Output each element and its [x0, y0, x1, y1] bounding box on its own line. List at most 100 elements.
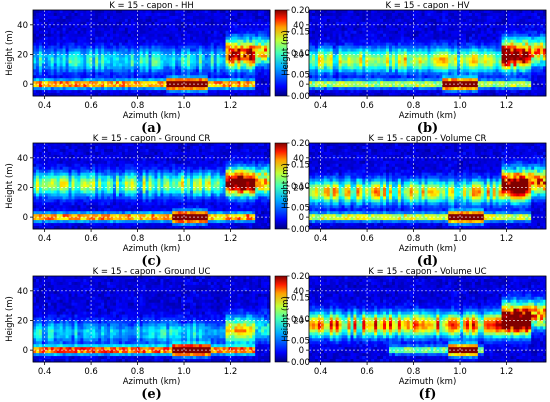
heatmap-cell	[258, 90, 262, 94]
heatmap-cell	[101, 78, 105, 82]
heatmap-cell	[457, 33, 461, 38]
heatmap-cell	[356, 18, 360, 23]
heatmap-cell	[80, 72, 84, 76]
heatmap-cell	[133, 81, 138, 85]
heatmap-cell	[41, 172, 46, 177]
heatmap-cell	[477, 15, 482, 20]
heatmap-cell	[504, 15, 508, 20]
heatmap-cell	[252, 51, 256, 55]
heatmap-cell	[95, 84, 99, 88]
heatmap-cell	[47, 66, 52, 70]
heatmap-cell	[246, 57, 250, 61]
heatmap-cell	[184, 10, 188, 14]
heatmap-cell	[522, 18, 526, 23]
heatmap-cell	[252, 36, 256, 41]
heatmap-cell	[246, 33, 250, 38]
heatmap-cell	[383, 93, 387, 97]
heatmap-cell	[309, 93, 313, 97]
heatmap-cell	[246, 12, 250, 17]
heatmap-cell	[540, 30, 544, 35]
heatmap-cell	[68, 84, 72, 88]
heatmap-cell	[115, 87, 120, 91]
heatmap-cell	[451, 84, 455, 88]
heatmap-cell	[38, 78, 43, 82]
heatmap-cell	[38, 39, 43, 44]
heatmap-cell	[350, 39, 354, 44]
heatmap-cell	[326, 15, 331, 20]
heatmap-cell	[525, 18, 529, 23]
heatmap-cell	[110, 48, 114, 52]
heatmap-cell	[255, 24, 259, 29]
heatmap-cell	[92, 36, 96, 41]
heatmap-cell	[317, 39, 322, 44]
heatmap-cell	[495, 93, 499, 97]
heatmap-cell	[210, 10, 215, 14]
heatmap-cell	[115, 15, 120, 20]
heatmap-cell	[468, 45, 473, 49]
heatmap-cell	[80, 36, 84, 41]
heatmap-cell	[53, 66, 58, 70]
heatmap-cell	[83, 51, 87, 55]
heatmap-cell	[145, 57, 149, 61]
heatmap-cell	[338, 93, 342, 97]
heatmap-cell	[468, 12, 473, 17]
heatmap-cell	[427, 15, 431, 20]
heatmap-cell	[142, 69, 146, 73]
heatmap-cell	[130, 27, 135, 32]
heatmap-cell	[474, 69, 479, 73]
heatmap-cell	[344, 39, 348, 44]
heatmap-cell	[537, 54, 541, 58]
heatmap-cell	[454, 45, 458, 49]
heatmap-cell	[534, 45, 538, 49]
heatmap-cell	[231, 15, 235, 20]
heatmap-cell	[198, 33, 203, 38]
heatmap-cell	[44, 187, 49, 191]
heatmap-cell	[136, 18, 141, 23]
heatmap-cell	[495, 84, 499, 88]
heatmap-cell	[403, 69, 408, 73]
heatmap-cell	[145, 81, 149, 85]
heatmap-cell	[187, 24, 191, 29]
heatmap-cell	[228, 54, 232, 58]
heatmap-cell	[192, 12, 197, 17]
heatmap-cell	[178, 69, 182, 73]
heatmap-cell	[409, 27, 414, 32]
heatmap-cell	[92, 18, 96, 23]
heatmap-cell	[163, 57, 167, 61]
heatmap-cell	[320, 66, 325, 70]
heatmap-cell	[377, 93, 381, 97]
heatmap-cell	[234, 69, 238, 73]
heatmap-cell	[359, 39, 363, 44]
heatmap-cell	[154, 18, 158, 23]
heatmap-cell	[121, 12, 126, 17]
heatmap-cell	[121, 81, 126, 85]
heatmap-cell	[95, 57, 99, 61]
heatmap-cell	[151, 12, 155, 17]
heatmap-cell	[207, 69, 212, 73]
heatmap-cell	[95, 30, 99, 35]
heatmap-cell	[95, 36, 99, 41]
heatmap-cell	[332, 27, 337, 32]
heatmap-cell	[151, 72, 155, 76]
heatmap-cell	[130, 84, 135, 88]
heatmap-cell	[110, 51, 114, 55]
heatmap-cell	[495, 30, 499, 35]
heatmap-cell	[121, 10, 126, 14]
heatmap-cell	[495, 42, 499, 46]
heatmap-cell	[264, 93, 268, 97]
heatmap-cell	[240, 81, 244, 85]
heatmap-cell	[33, 217, 37, 221]
heatmap-cell	[175, 24, 179, 29]
heatmap-cell	[231, 12, 235, 17]
heatmap-cell	[403, 78, 408, 82]
heatmap-cell	[543, 60, 547, 64]
heatmap-cell	[406, 12, 411, 17]
heatmap-cell	[433, 84, 437, 88]
heatmap-cell	[210, 66, 215, 70]
heatmap-cell	[329, 42, 334, 46]
heatmap-cell	[249, 21, 253, 26]
heatmap-cell	[243, 27, 247, 32]
heatmap-cell	[181, 10, 185, 14]
heatmap-cell	[237, 75, 241, 79]
heatmap-cell	[371, 87, 375, 91]
